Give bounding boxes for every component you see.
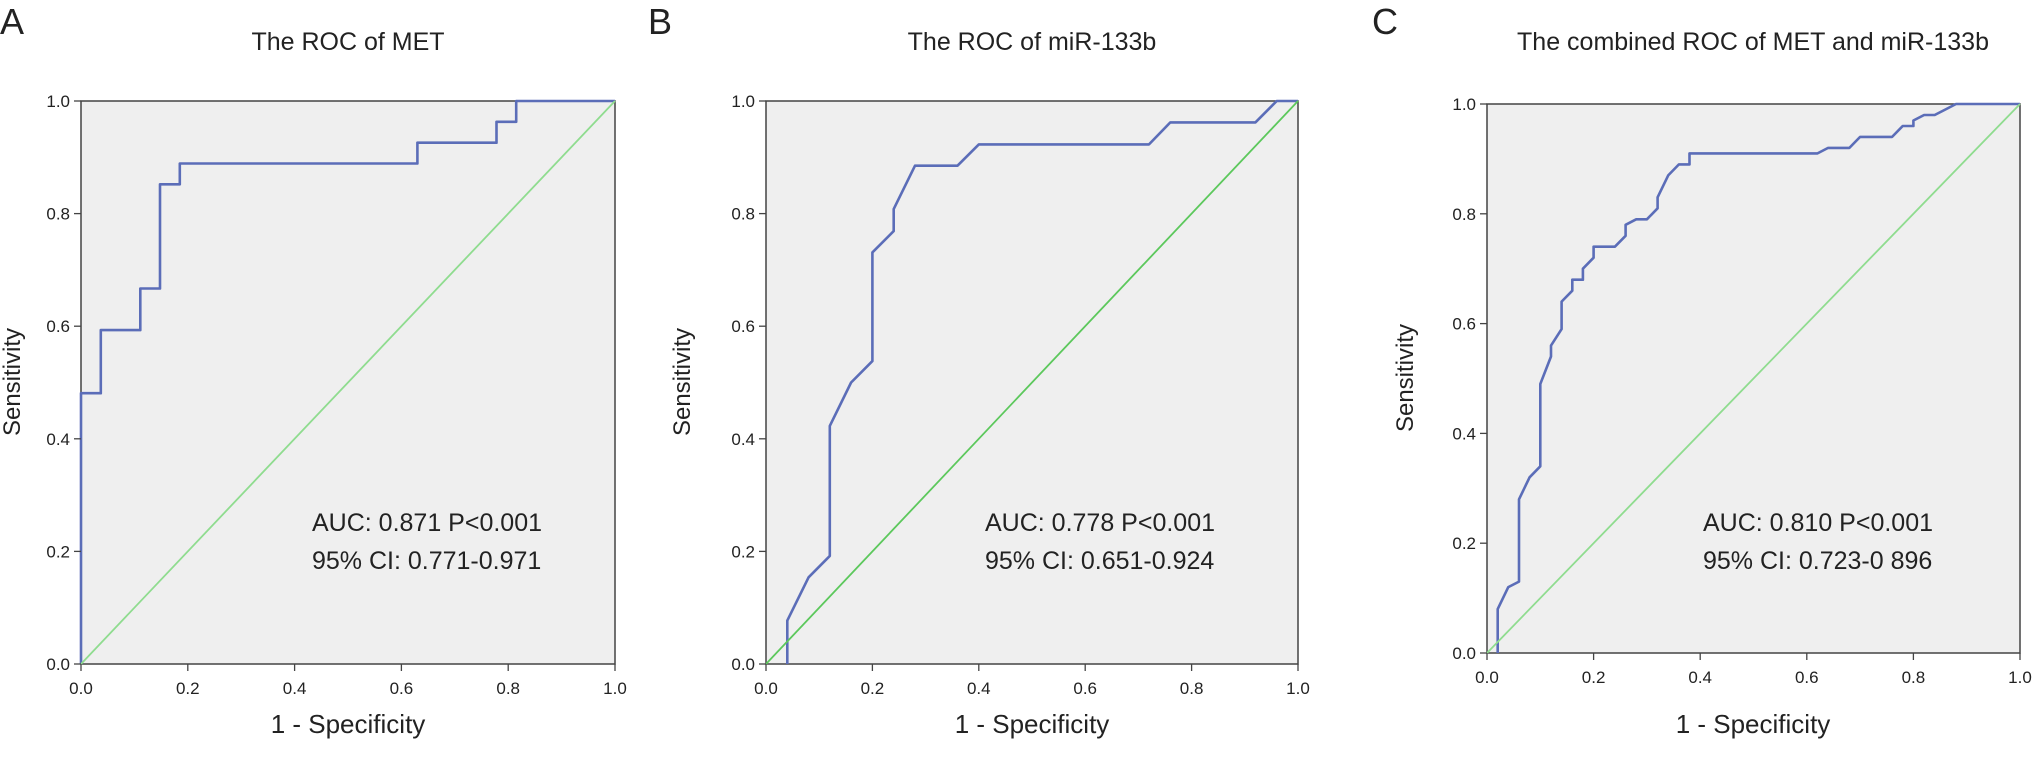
chart-title: The ROC of miR-133b xyxy=(908,28,1157,56)
panel-label: C xyxy=(1372,1,1398,42)
roc-curve xyxy=(1496,102,2020,653)
roc-curve xyxy=(79,99,615,664)
y-axis-label: Sensitivity xyxy=(1392,324,1419,432)
auc-annotation: 95% CI: 0.723-0 896 xyxy=(1703,547,1932,575)
reference-line xyxy=(1486,103,2021,654)
y-tick-label: 1.0 xyxy=(1452,95,1476,114)
chart-title: The combined ROC of MET and miR-133b xyxy=(1517,28,1989,56)
y-axis-label: Sensitivity xyxy=(669,328,696,436)
x-tick-label: 1.0 xyxy=(2008,668,2032,687)
x-tick-label: 0.6 xyxy=(390,679,414,698)
y-tick-label: 1.0 xyxy=(46,92,70,111)
x-tick-label: 0.2 xyxy=(1582,668,1606,687)
x-axis-label: 1 - Specificity xyxy=(271,709,426,739)
roc-curve xyxy=(785,99,1298,664)
y-axis-label: Sensitivity xyxy=(0,328,26,436)
y-tick-label: 0.4 xyxy=(731,430,755,449)
x-tick-label: 0.2 xyxy=(176,679,200,698)
y-tick-label: 0.8 xyxy=(46,205,70,224)
y-tick-label: 0.2 xyxy=(731,542,755,561)
x-tick-label: 0.8 xyxy=(1902,668,1926,687)
y-tick-label: 0.4 xyxy=(1452,424,1476,443)
auc-annotation: 95% CI: 0.651-0.924 xyxy=(985,547,1214,575)
x-tick-label: 1.0 xyxy=(603,679,627,698)
x-tick-label: 0.0 xyxy=(754,679,778,698)
x-tick-label: 0.2 xyxy=(861,679,885,698)
x-tick-label: 1.0 xyxy=(1286,679,1310,698)
y-tick-label: 0.8 xyxy=(731,205,755,224)
x-axis-label: 1 - Specificity xyxy=(955,709,1110,739)
panel-label: B xyxy=(648,1,672,42)
x-tick-label: 0.4 xyxy=(967,679,991,698)
auc-annotation: 95% CI: 0.771-0.971 xyxy=(312,547,541,575)
auc-annotation: AUC: 0.810 P<0.001 xyxy=(1703,509,1933,537)
x-tick-label: 0.0 xyxy=(69,679,93,698)
y-tick-label: 0.2 xyxy=(1452,534,1476,553)
auc-annotation: AUC: 0.778 P<0.001 xyxy=(985,509,1215,537)
x-tick-label: 0.8 xyxy=(1180,679,1204,698)
y-tick-label: 0.0 xyxy=(731,655,755,674)
x-tick-label: 0.6 xyxy=(1073,679,1097,698)
x-tick-label: 0.0 xyxy=(1475,668,1499,687)
y-tick-label: 0.2 xyxy=(46,542,70,561)
reference-line xyxy=(80,100,616,665)
y-tick-label: 0.0 xyxy=(1452,644,1476,663)
x-axis-label: 1 - Specificity xyxy=(1676,709,1831,739)
x-tick-label: 0.4 xyxy=(1688,668,1712,687)
y-tick-label: 0.8 xyxy=(1452,205,1476,224)
x-tick-label: 0.8 xyxy=(496,679,520,698)
y-tick-label: 0.6 xyxy=(1452,315,1476,334)
y-tick-label: 0.6 xyxy=(46,317,70,336)
chart-title: The ROC of MET xyxy=(251,28,444,56)
y-tick-label: 0.6 xyxy=(731,317,755,336)
y-tick-label: 0.0 xyxy=(46,655,70,674)
x-tick-label: 0.6 xyxy=(1795,668,1819,687)
x-tick-label: 0.4 xyxy=(283,679,307,698)
panel-label: A xyxy=(0,1,24,42)
y-tick-label: 1.0 xyxy=(731,92,755,111)
y-tick-label: 0.4 xyxy=(46,430,70,449)
auc-annotation: AUC: 0.871 P<0.001 xyxy=(312,509,542,537)
reference-line xyxy=(765,100,1299,665)
